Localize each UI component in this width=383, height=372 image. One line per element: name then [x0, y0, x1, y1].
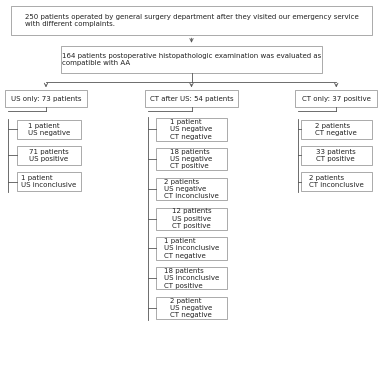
Text: 18 patients
US negative
CT positive: 18 patients US negative CT positive — [170, 149, 213, 170]
Text: US only: 73 patients: US only: 73 patients — [11, 96, 81, 102]
FancyBboxPatch shape — [156, 118, 227, 141]
FancyBboxPatch shape — [145, 90, 238, 107]
Text: 2 patient
US negative
CT negative: 2 patient US negative CT negative — [170, 298, 213, 318]
Text: 1 patient
US negative: 1 patient US negative — [28, 123, 70, 136]
FancyBboxPatch shape — [301, 146, 372, 165]
FancyBboxPatch shape — [5, 90, 87, 107]
FancyBboxPatch shape — [301, 172, 372, 191]
FancyBboxPatch shape — [156, 148, 227, 170]
FancyBboxPatch shape — [295, 90, 377, 107]
Text: 2 patients
CT inconclusive: 2 patients CT inconclusive — [309, 175, 363, 188]
Text: CT after US: 54 patients: CT after US: 54 patients — [150, 96, 233, 102]
FancyBboxPatch shape — [301, 120, 372, 139]
Text: 164 patients postoperative histopathologic examination was evaluated as
compatib: 164 patients postoperative histopatholog… — [62, 53, 321, 66]
Text: 2 patients
US negative
CT inconclusive: 2 patients US negative CT inconclusive — [164, 179, 219, 199]
FancyBboxPatch shape — [61, 45, 322, 74]
FancyBboxPatch shape — [18, 146, 81, 165]
FancyBboxPatch shape — [156, 237, 227, 260]
Text: 2 patients
CT negative: 2 patients CT negative — [315, 123, 357, 136]
Text: 1 patient
US negative
CT negative: 1 patient US negative CT negative — [170, 119, 213, 140]
Text: 12 patients
US positive
CT positive: 12 patients US positive CT positive — [172, 208, 211, 229]
FancyBboxPatch shape — [156, 297, 227, 319]
Text: 250 patients operated by general surgery department after they visited our emerg: 250 patients operated by general surgery… — [25, 14, 358, 27]
Text: 1 patient
US inconclusive: 1 patient US inconclusive — [21, 175, 77, 188]
FancyBboxPatch shape — [156, 208, 227, 230]
FancyBboxPatch shape — [18, 120, 81, 139]
Text: 71 patients
US positive: 71 patients US positive — [29, 149, 69, 162]
Text: 33 patients
CT positive: 33 patients CT positive — [316, 149, 356, 162]
Text: 18 patients
US inconclusive
CT positive: 18 patients US inconclusive CT positive — [164, 268, 219, 289]
Text: 1 patient
US inconclusive
CT negative: 1 patient US inconclusive CT negative — [164, 238, 219, 259]
FancyBboxPatch shape — [156, 267, 227, 289]
FancyBboxPatch shape — [11, 6, 372, 35]
FancyBboxPatch shape — [156, 178, 227, 200]
Text: CT only: 37 positive: CT only: 37 positive — [302, 96, 371, 102]
FancyBboxPatch shape — [18, 172, 81, 191]
